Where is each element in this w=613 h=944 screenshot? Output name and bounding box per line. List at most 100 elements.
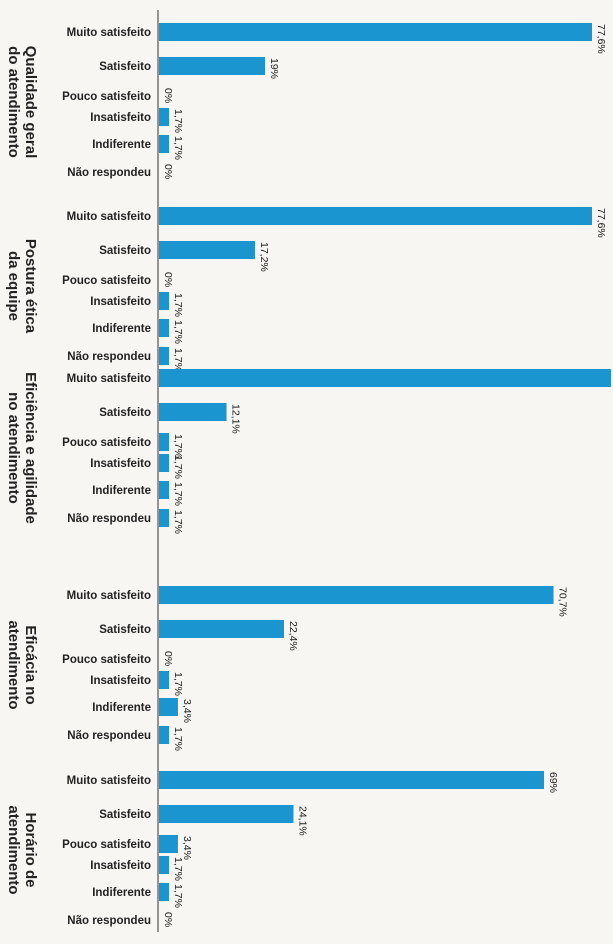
group-title-line: Eficácia no bbox=[22, 625, 39, 704]
bar bbox=[159, 347, 169, 365]
category-label: Satisfeito bbox=[99, 624, 151, 636]
value-label: 1,7% bbox=[172, 434, 184, 458]
group-title-line: Qualidade geral bbox=[22, 46, 39, 159]
bar bbox=[159, 292, 169, 310]
category-label: Não respondeu bbox=[67, 167, 151, 179]
bar-group-4: Muito satisfeito 70,7% Satisfeito 22,4% Pouc… bbox=[5, 586, 569, 751]
bar bbox=[159, 369, 611, 387]
category-label: Pouco satisfeito bbox=[62, 839, 151, 851]
bar bbox=[159, 454, 169, 472]
category-label: Satisfeito bbox=[99, 61, 151, 73]
category-label: Indiferente bbox=[92, 702, 151, 714]
bar bbox=[159, 403, 227, 421]
group-title: Eficiência e agilidadeno atendimento bbox=[5, 372, 39, 524]
category-label: Insatisfeito bbox=[90, 860, 151, 872]
group-title-line: Postura ética bbox=[22, 239, 39, 334]
category-label: Insatisfeito bbox=[90, 675, 151, 687]
value-label: 1,7% bbox=[172, 455, 184, 479]
bar bbox=[159, 856, 169, 874]
category-label: Muito satisfeito bbox=[67, 590, 151, 602]
value-label: 1,7% bbox=[172, 348, 184, 372]
category-label: Insatisfeito bbox=[90, 458, 151, 470]
value-label: 22,4% bbox=[287, 621, 299, 651]
group-title-line: do atendimento bbox=[5, 46, 22, 158]
category-label: Muito satisfeito bbox=[67, 211, 151, 223]
value-label: 1,7% bbox=[172, 136, 184, 160]
value-label: 3,4% bbox=[181, 699, 193, 723]
value-label: 0% bbox=[162, 88, 174, 103]
bar bbox=[159, 620, 284, 638]
bar bbox=[159, 698, 178, 716]
category-label: Insatisfeito bbox=[90, 112, 151, 124]
bar bbox=[159, 509, 169, 527]
bar bbox=[159, 771, 545, 789]
category-label: Satisfeito bbox=[99, 407, 151, 419]
group-title: Eficácia noatendimento bbox=[5, 620, 39, 709]
value-label: 0% bbox=[162, 272, 174, 287]
category-label: Satisfeito bbox=[99, 245, 151, 257]
category-label: Indiferente bbox=[92, 323, 151, 335]
bar-group-2: Muito satisfeito 77,6% Satisfeito 17,2% Pouc… bbox=[5, 207, 607, 372]
bar bbox=[159, 23, 593, 41]
bar bbox=[159, 241, 255, 259]
category-label: Não respondeu bbox=[67, 351, 151, 363]
value-label: 1,7% bbox=[172, 293, 184, 317]
category-label: Insatisfeito bbox=[90, 296, 151, 308]
category-label: Indiferente bbox=[92, 485, 151, 497]
category-label: Não respondeu bbox=[67, 513, 151, 525]
value-label: 70,7% bbox=[557, 587, 569, 617]
category-label: Satisfeito bbox=[99, 809, 151, 821]
value-label: 1,7% bbox=[172, 482, 184, 506]
value-label: 19% bbox=[268, 58, 280, 79]
category-label: Indiferente bbox=[92, 139, 151, 151]
bar bbox=[159, 726, 169, 744]
category-label: Não respondeu bbox=[67, 730, 151, 742]
bar bbox=[159, 135, 169, 153]
value-label: 0% bbox=[162, 651, 174, 666]
group-title-line: da equipe bbox=[5, 251, 22, 321]
bar bbox=[159, 57, 266, 75]
value-label: 24,1% bbox=[296, 806, 308, 836]
value-label: 1,7% bbox=[172, 857, 184, 881]
category-label: Muito satisfeito bbox=[67, 775, 151, 787]
category-label: Pouco satisfeito bbox=[62, 654, 151, 666]
value-label: 1,7% bbox=[172, 320, 184, 344]
group-title-line: Eficiência e agilidade bbox=[22, 372, 39, 524]
value-label: 0% bbox=[162, 164, 174, 179]
group-title-line: atendimento bbox=[5, 805, 22, 894]
bar bbox=[159, 108, 169, 126]
bar bbox=[159, 433, 169, 451]
bar-group-3: Muito satisfeito81%Satisfeito12,1%Pouco … bbox=[5, 369, 611, 534]
value-label: 1,7% bbox=[172, 109, 184, 133]
value-label: 1,7% bbox=[172, 884, 184, 908]
group-title: Qualidade geraldo atendimento bbox=[5, 46, 39, 159]
category-label: Pouco satisfeito bbox=[62, 437, 151, 449]
bar-group-1: Muito satisfeito 77,6% Satisfeito 19% Pouco … bbox=[5, 23, 607, 179]
bar bbox=[159, 805, 294, 823]
value-label: 12,1% bbox=[230, 404, 242, 434]
group-title: Postura éticada equipe bbox=[5, 239, 39, 334]
value-label: 3,4% bbox=[181, 836, 193, 860]
group-title: Horário deatendimento bbox=[5, 805, 39, 894]
category-label: Muito satisfeito bbox=[67, 27, 151, 39]
bar-group-5: Muito satisfeito 69% Satisfeito 24,1% Pouco … bbox=[5, 771, 559, 927]
bar bbox=[159, 883, 169, 901]
category-label: Não respondeu bbox=[67, 915, 151, 927]
value-label: 1,7% bbox=[172, 510, 184, 534]
value-label: 77,6% bbox=[595, 24, 607, 54]
bar bbox=[159, 319, 169, 337]
bar bbox=[159, 671, 169, 689]
value-label: 77,6% bbox=[595, 208, 607, 238]
category-label: Indiferente bbox=[92, 887, 151, 899]
category-label: Muito satisfeito bbox=[67, 373, 151, 385]
bar bbox=[159, 835, 178, 853]
value-label: 69% bbox=[547, 772, 559, 793]
value-label: 1,7% bbox=[172, 727, 184, 751]
group-title-line: Horário de bbox=[22, 812, 39, 887]
bar bbox=[159, 586, 554, 604]
value-label: 17,2% bbox=[258, 242, 270, 272]
value-label: 1,7% bbox=[172, 672, 184, 696]
group-title-line: atendimento bbox=[5, 620, 22, 709]
bar bbox=[159, 207, 593, 225]
